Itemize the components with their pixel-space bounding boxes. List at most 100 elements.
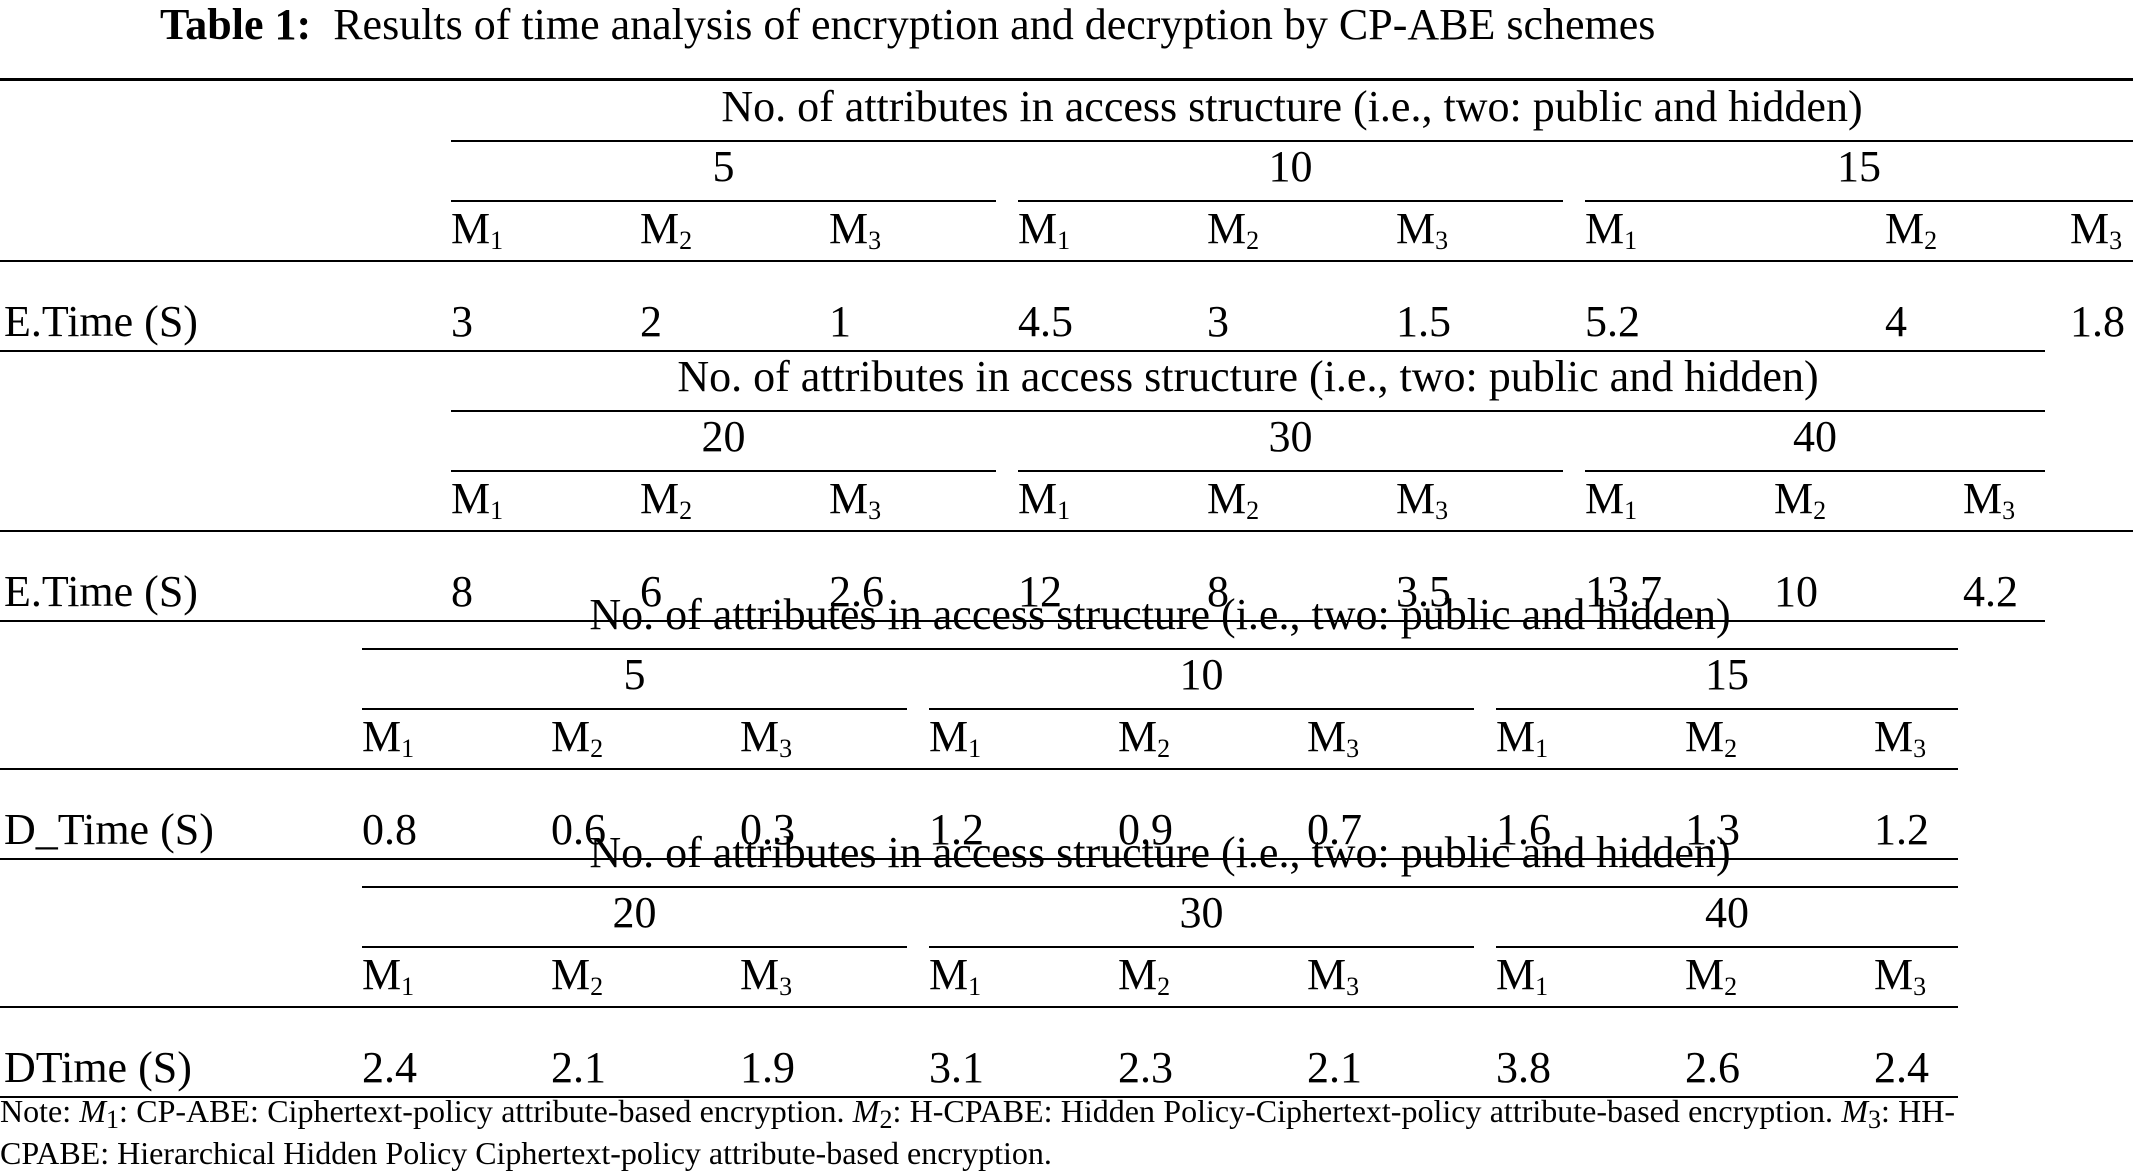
method-subscript: 3 [868,226,882,255]
group-rule [1585,470,2045,472]
method-symbol: M [551,712,591,761]
spanner-header: No. of attributes in access structure (i… [721,82,1863,131]
method-symbol: M [1207,474,1247,523]
table-top-rule [0,78,2133,81]
table-cell: 2.4 [1874,1043,1929,1092]
method-header: M3 [1963,474,2015,524]
note-m3-sub: 3 [1867,1105,1881,1134]
row-bottom-rule [0,350,2045,352]
table-cell: 1.9 [740,1043,795,1092]
group-rule [1018,200,1563,202]
note-m1-symbol: M [79,1093,107,1129]
note-m1-sub: 1 [106,1105,120,1134]
method-symbol: M [362,712,402,761]
method-subscript: 1 [1624,226,1638,255]
table-cell: 6 [640,567,662,616]
method-symbol: M [1018,474,1058,523]
table-cell: 4 [1885,297,1907,346]
method-header: M1 [362,712,414,762]
method-symbol: M [1396,474,1436,523]
method-symbol: M [1207,204,1247,253]
method-subscript: 3 [779,734,793,763]
method-header: M3 [1307,950,1359,1000]
method-header: M2 [1118,950,1170,1000]
method-symbol: M [1585,204,1625,253]
note-prefix: Note: [0,1093,72,1129]
method-subscript: 3 [2002,496,2016,525]
method-header: M2 [551,950,603,1000]
method-symbol: M [1874,950,1914,999]
method-subscript: 1 [1535,734,1549,763]
attribute-count-header: 15 [1705,650,1749,699]
method-subscript: 2 [590,734,604,763]
method-symbol: M [551,950,591,999]
method-subscript: 2 [590,972,604,1001]
spanner-rule [362,886,1958,888]
method-subscript: 3 [1346,972,1360,1001]
method-symbol: M [829,204,869,253]
method-symbol: M [640,204,680,253]
table-cell: 2.3 [1118,1043,1173,1092]
table-cell: 2.4 [362,1043,417,1092]
row-label: D_Time (S) [4,805,214,854]
method-symbol: M [1885,204,1925,253]
note-m2-sub: 2 [879,1105,893,1134]
method-symbol: M [1396,204,1436,253]
table-cell: 1.3 [1685,805,1740,854]
method-symbol: M [929,950,969,999]
method-symbol: M [740,950,780,999]
method-subscript: 3 [2109,226,2123,255]
method-header: M1 [1585,474,1637,524]
spanner-rule [451,410,2045,412]
method-symbol: M [929,712,969,761]
method-subscript: 2 [1724,972,1738,1001]
note-m1-text: : CP-ABE: Ciphertext-policy attribute-ba… [119,1093,845,1129]
table-cell: 3.1 [929,1043,984,1092]
method-header: M1 [1585,204,1637,254]
group-rule [929,708,1474,710]
method-symbol: M [640,474,680,523]
method-header: M3 [1874,950,1926,1000]
method-subscript: 1 [490,496,504,525]
group-rule [362,708,907,710]
table-cell: 1.5 [1396,297,1451,346]
table-cell: 2.1 [1307,1043,1362,1092]
attribute-count-header: 10 [1179,650,1224,699]
method-header: M1 [1496,950,1548,1000]
method-subscript: 3 [779,972,793,1001]
header-bottom-rule [0,768,1958,770]
method-header: M2 [551,712,603,762]
note-m2-text: : H-CPABE: Hidden Policy-Ciphertext-poli… [892,1093,1834,1129]
method-subscript: 2 [679,226,693,255]
method-subscript: 1 [1057,226,1071,255]
group-rule [1496,708,1958,710]
row-label: DTime (S) [4,1043,192,1092]
header-bottom-rule [0,530,2133,532]
table-cell: 2.1 [551,1043,606,1092]
method-subscript: 1 [968,734,982,763]
method-subscript: 2 [1924,226,1938,255]
method-header: M1 [1018,204,1070,254]
row-label: E.Time (S) [4,567,198,616]
table-cell: 0.8 [362,805,417,854]
method-header: M1 [929,950,981,1000]
method-symbol: M [1118,712,1158,761]
table-cell: 10 [1774,567,1818,616]
table-note: Note: M1: CP-ABE: Ciphertext-policy attr… [0,1090,1955,1174]
method-header: M3 [740,950,792,1000]
method-symbol: M [1874,712,1914,761]
spanner-rule [362,648,1958,650]
table-cell: 2.6 [1685,1043,1740,1092]
group-rule [929,946,1474,948]
method-header: M3 [1396,204,1448,254]
method-subscript: 1 [401,972,415,1001]
method-subscript: 1 [1624,496,1638,525]
attribute-count-header: 20 [701,412,746,461]
note-m2-symbol: M [852,1093,880,1129]
group-rule [1496,946,1958,948]
table-cell: 1.2 [1874,805,1929,854]
table-cell: 4.2 [1963,567,2018,616]
method-symbol: M [451,474,491,523]
attribute-count-header: 20 [612,888,657,937]
table-cell: 2 [640,297,662,346]
